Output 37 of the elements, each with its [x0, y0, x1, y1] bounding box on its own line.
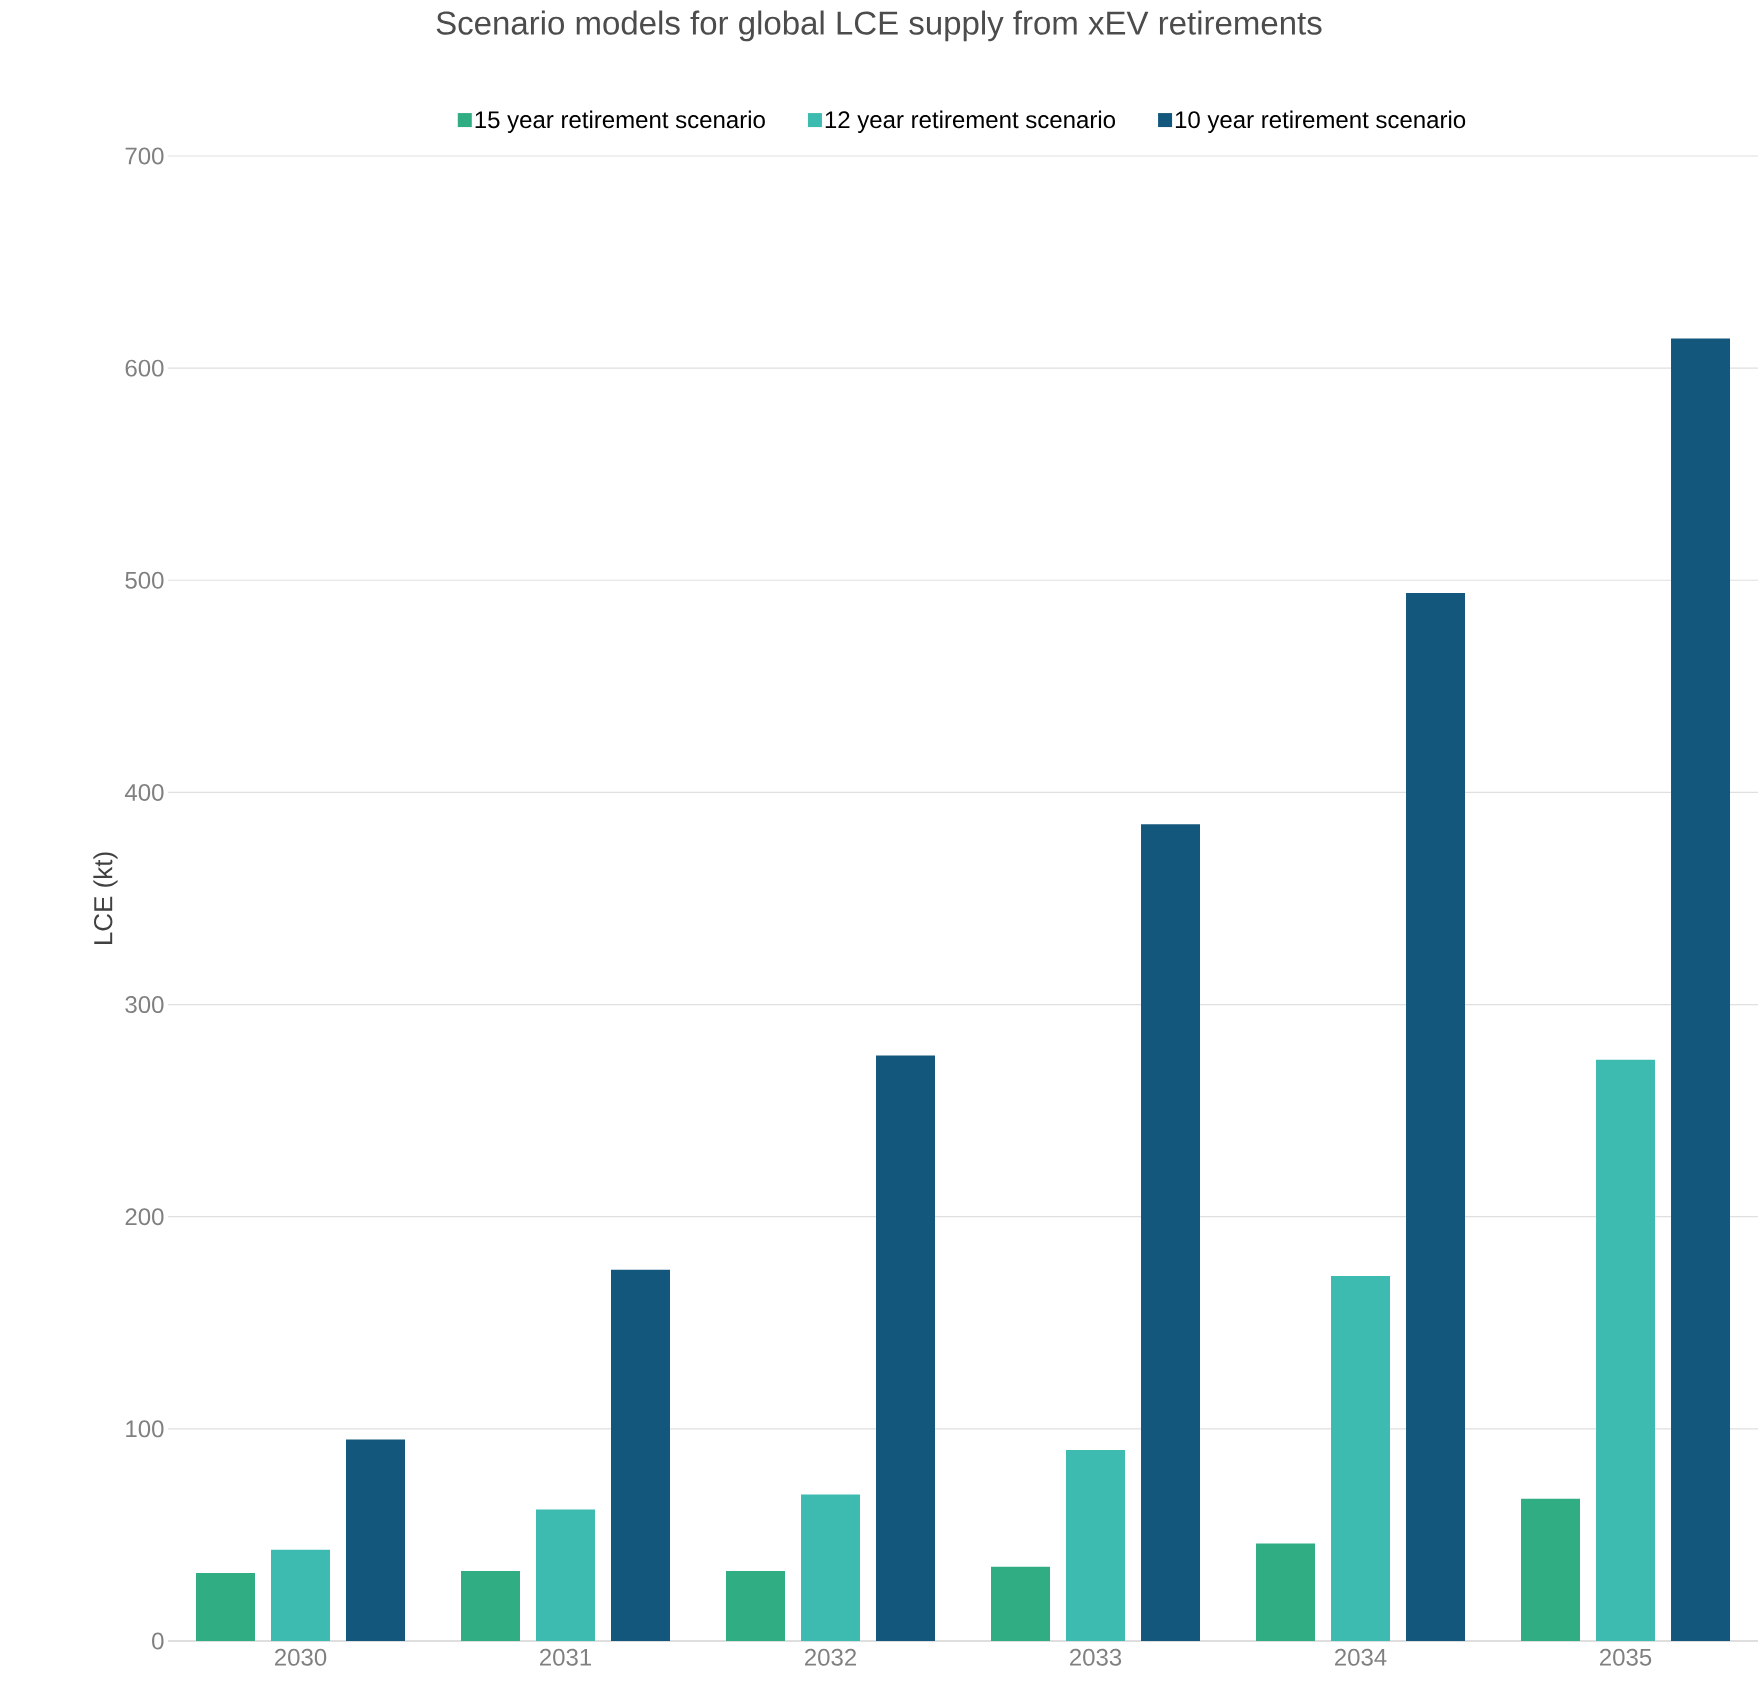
y-tick-label: 100 — [126, 1420, 164, 1438]
y-tick-label: 300 — [125, 996, 164, 1014]
x-tick-label: 2030 — [275, 1648, 327, 1666]
bar — [1406, 593, 1466, 1641]
bar — [1256, 1543, 1316, 1641]
bar — [536, 1509, 596, 1641]
y-tick-label: 200 — [125, 1208, 164, 1226]
legend-label: 12 year retirement scenario — [825, 110, 1116, 133]
x-tick-label: 2031 — [540, 1648, 592, 1666]
y-tick-label: 400 — [124, 783, 164, 801]
bar — [1066, 1450, 1126, 1641]
bar — [1671, 338, 1731, 1641]
chart-title: Scenario models for global LCE supply from xEV retirements — [436, 10, 1322, 42]
bar — [1141, 824, 1201, 1641]
bar — [1521, 1498, 1581, 1641]
bar — [346, 1439, 406, 1641]
y-tick-label: 500 — [125, 571, 164, 589]
bar — [271, 1549, 330, 1641]
bar — [876, 1055, 936, 1641]
bar — [726, 1570, 786, 1641]
bar — [1596, 1059, 1656, 1641]
bar — [196, 1573, 255, 1641]
y-tick-label: 600 — [125, 359, 164, 377]
bar — [991, 1566, 1051, 1641]
bar — [461, 1570, 521, 1641]
bar — [611, 1269, 671, 1641]
legend-label: 15 year retirement scenario — [475, 110, 765, 133]
y-tick-label: 700 — [125, 147, 164, 165]
legend-label: 10 year retirement scenario — [1175, 110, 1466, 133]
y-tick-label: 0 — [152, 1632, 164, 1650]
x-tick-label: 2034 — [1335, 1648, 1387, 1666]
bar — [1331, 1276, 1391, 1641]
x-tick-label: 2033 — [1070, 1648, 1122, 1666]
y-axis-title: LCE (kt) — [93, 852, 118, 945]
x-tick-label: 2035 — [1600, 1648, 1652, 1666]
bar — [801, 1494, 861, 1641]
x-tick-label: 2032 — [805, 1648, 856, 1666]
